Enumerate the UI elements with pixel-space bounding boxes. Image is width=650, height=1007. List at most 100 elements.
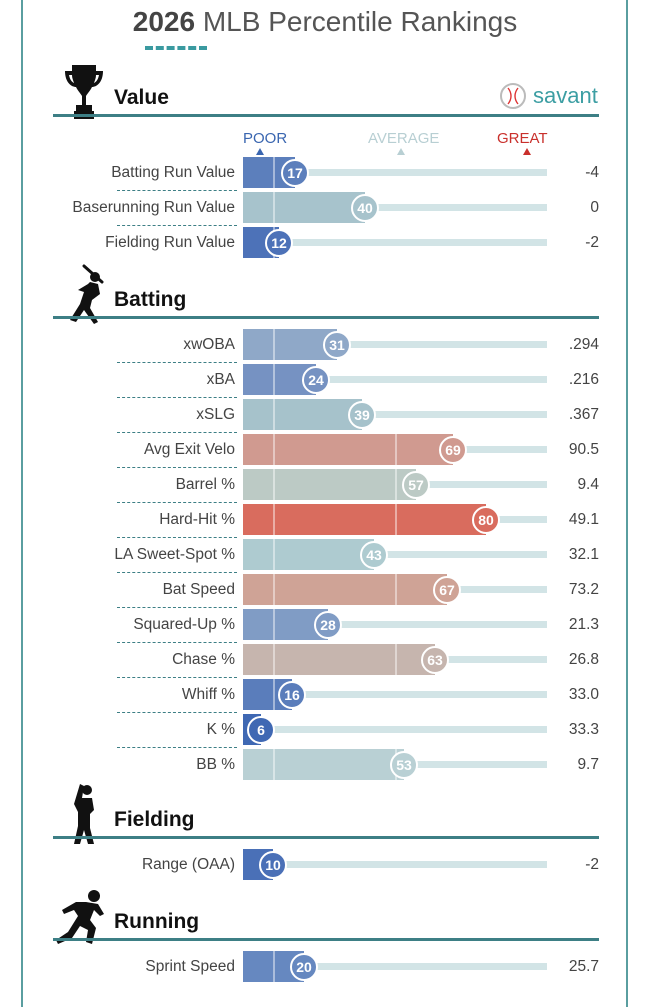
percentile-bar[interactable] bbox=[243, 399, 362, 430]
chart-row: Batting Run Value 17 -4 bbox=[0, 156, 650, 190]
percentile-track bbox=[243, 963, 547, 970]
metric-label: Sprint Speed bbox=[145, 958, 235, 975]
scale-poor-label: POOR bbox=[243, 130, 288, 147]
percentile-badge: 39 bbox=[348, 401, 376, 429]
row-separator bbox=[117, 747, 237, 748]
row-separator bbox=[117, 677, 237, 678]
percentile-bar[interactable] bbox=[243, 504, 486, 535]
row-separator bbox=[117, 607, 237, 608]
percentile-bar[interactable] bbox=[243, 539, 374, 570]
metric-label: xBA bbox=[206, 371, 235, 388]
scale-tick bbox=[273, 157, 275, 188]
percentile-track bbox=[243, 341, 547, 348]
metric-value: 26.8 bbox=[568, 651, 599, 668]
metric-label: Chase % bbox=[172, 651, 235, 668]
section-title-batting: Batting bbox=[114, 288, 187, 311]
metric-label: Batting Run Value bbox=[111, 164, 235, 181]
scale-tick bbox=[395, 504, 397, 535]
scale-tick bbox=[273, 329, 275, 360]
metric-value: 33.0 bbox=[568, 686, 599, 703]
scale-average-arrow bbox=[397, 148, 405, 155]
metric-label: Baserunning Run Value bbox=[72, 199, 235, 216]
percentile-badge: 28 bbox=[314, 611, 342, 639]
scale-tick bbox=[273, 434, 275, 465]
metric-label: Range (OAA) bbox=[141, 856, 235, 873]
scale-great-label: GREAT bbox=[497, 130, 548, 147]
metric-label: Hard-Hit % bbox=[159, 511, 235, 528]
percentile-bar[interactable] bbox=[243, 574, 447, 605]
percentile-bar[interactable] bbox=[243, 192, 365, 223]
scale-tick bbox=[273, 364, 275, 395]
metric-value: .367 bbox=[568, 406, 599, 423]
row-separator bbox=[117, 190, 237, 191]
chart-row: LA Sweet-Spot % 43 32.1 bbox=[0, 538, 650, 572]
row-separator bbox=[117, 467, 237, 468]
row-separator bbox=[117, 537, 237, 538]
percentile-badge: 80 bbox=[472, 506, 500, 534]
title-text: MLB Percentile Rankings bbox=[202, 6, 518, 37]
trophy-icon bbox=[63, 63, 105, 126]
row-separator bbox=[117, 397, 237, 398]
section-divider-batting bbox=[53, 316, 599, 319]
metric-value: .216 bbox=[568, 371, 599, 388]
percentile-badge: 53 bbox=[390, 751, 418, 779]
title-underline bbox=[145, 46, 207, 50]
row-separator bbox=[117, 225, 237, 226]
frame-left-border bbox=[21, 0, 23, 1007]
chart-row: Avg Exit Velo 69 90.5 bbox=[0, 433, 650, 467]
scale-tick bbox=[273, 504, 275, 535]
metric-label: Avg Exit Velo bbox=[143, 441, 235, 458]
chart-row: Squared-Up % 28 21.3 bbox=[0, 608, 650, 642]
percentile-bar[interactable] bbox=[243, 329, 337, 360]
chart-row: Sprint Speed 20 25.7 bbox=[0, 950, 650, 984]
metric-label: Barrel % bbox=[175, 476, 235, 493]
metric-label: Squared-Up % bbox=[133, 616, 235, 633]
chart-row: BB % 53 9.7 bbox=[0, 748, 650, 782]
scale-tick bbox=[395, 644, 397, 675]
row-separator bbox=[117, 572, 237, 573]
scale-great-arrow bbox=[523, 148, 531, 155]
frame-right-border bbox=[626, 0, 628, 1007]
percentile-bar[interactable] bbox=[243, 644, 435, 675]
section-title-value: Value bbox=[114, 86, 169, 109]
row-separator bbox=[117, 362, 237, 363]
metric-label: xwOBA bbox=[183, 336, 235, 353]
section-divider-fielding bbox=[53, 836, 599, 839]
percentile-track bbox=[243, 169, 547, 176]
metric-value: 9.4 bbox=[577, 476, 599, 493]
metric-label: LA Sweet-Spot % bbox=[114, 546, 235, 563]
percentile-track bbox=[243, 376, 547, 383]
percentile-badge: 63 bbox=[421, 646, 449, 674]
section-divider-running bbox=[53, 938, 599, 941]
scale-tick bbox=[273, 469, 275, 500]
metric-value: 33.3 bbox=[568, 721, 599, 738]
percentile-badge: 57 bbox=[402, 471, 430, 499]
chart-row: Whiff % 16 33.0 bbox=[0, 678, 650, 712]
metric-value: 0 bbox=[590, 199, 599, 216]
percentile-badge: 40 bbox=[351, 194, 379, 222]
metric-label: K % bbox=[206, 721, 235, 738]
percentile-track bbox=[243, 621, 547, 628]
metric-value: 21.3 bbox=[568, 616, 599, 633]
chart-row: xwOBA 31 .294 bbox=[0, 328, 650, 362]
percentile-badge: 20 bbox=[290, 953, 318, 981]
percentile-bar[interactable] bbox=[243, 609, 328, 640]
percentile-bar[interactable] bbox=[243, 749, 404, 780]
row-separator bbox=[117, 642, 237, 643]
percentile-badge: 12 bbox=[265, 229, 293, 257]
chart-row: Baserunning Run Value 40 0 bbox=[0, 191, 650, 225]
percentile-bar[interactable] bbox=[243, 469, 416, 500]
percentile-badge: 31 bbox=[323, 331, 351, 359]
percentile-badge: 69 bbox=[439, 436, 467, 464]
scale-tick bbox=[273, 192, 275, 223]
percentile-badge: 10 bbox=[259, 851, 287, 879]
metric-value: 9.7 bbox=[577, 756, 599, 773]
scale-poor-arrow bbox=[256, 148, 264, 155]
batter-icon bbox=[62, 264, 106, 331]
scale-tick bbox=[395, 469, 397, 500]
chart-row: K % 6 33.3 bbox=[0, 713, 650, 747]
baseball-icon bbox=[500, 83, 526, 109]
percentile-bar[interactable] bbox=[243, 434, 453, 465]
metric-label: xSLG bbox=[196, 406, 235, 423]
scale-tick bbox=[395, 434, 397, 465]
